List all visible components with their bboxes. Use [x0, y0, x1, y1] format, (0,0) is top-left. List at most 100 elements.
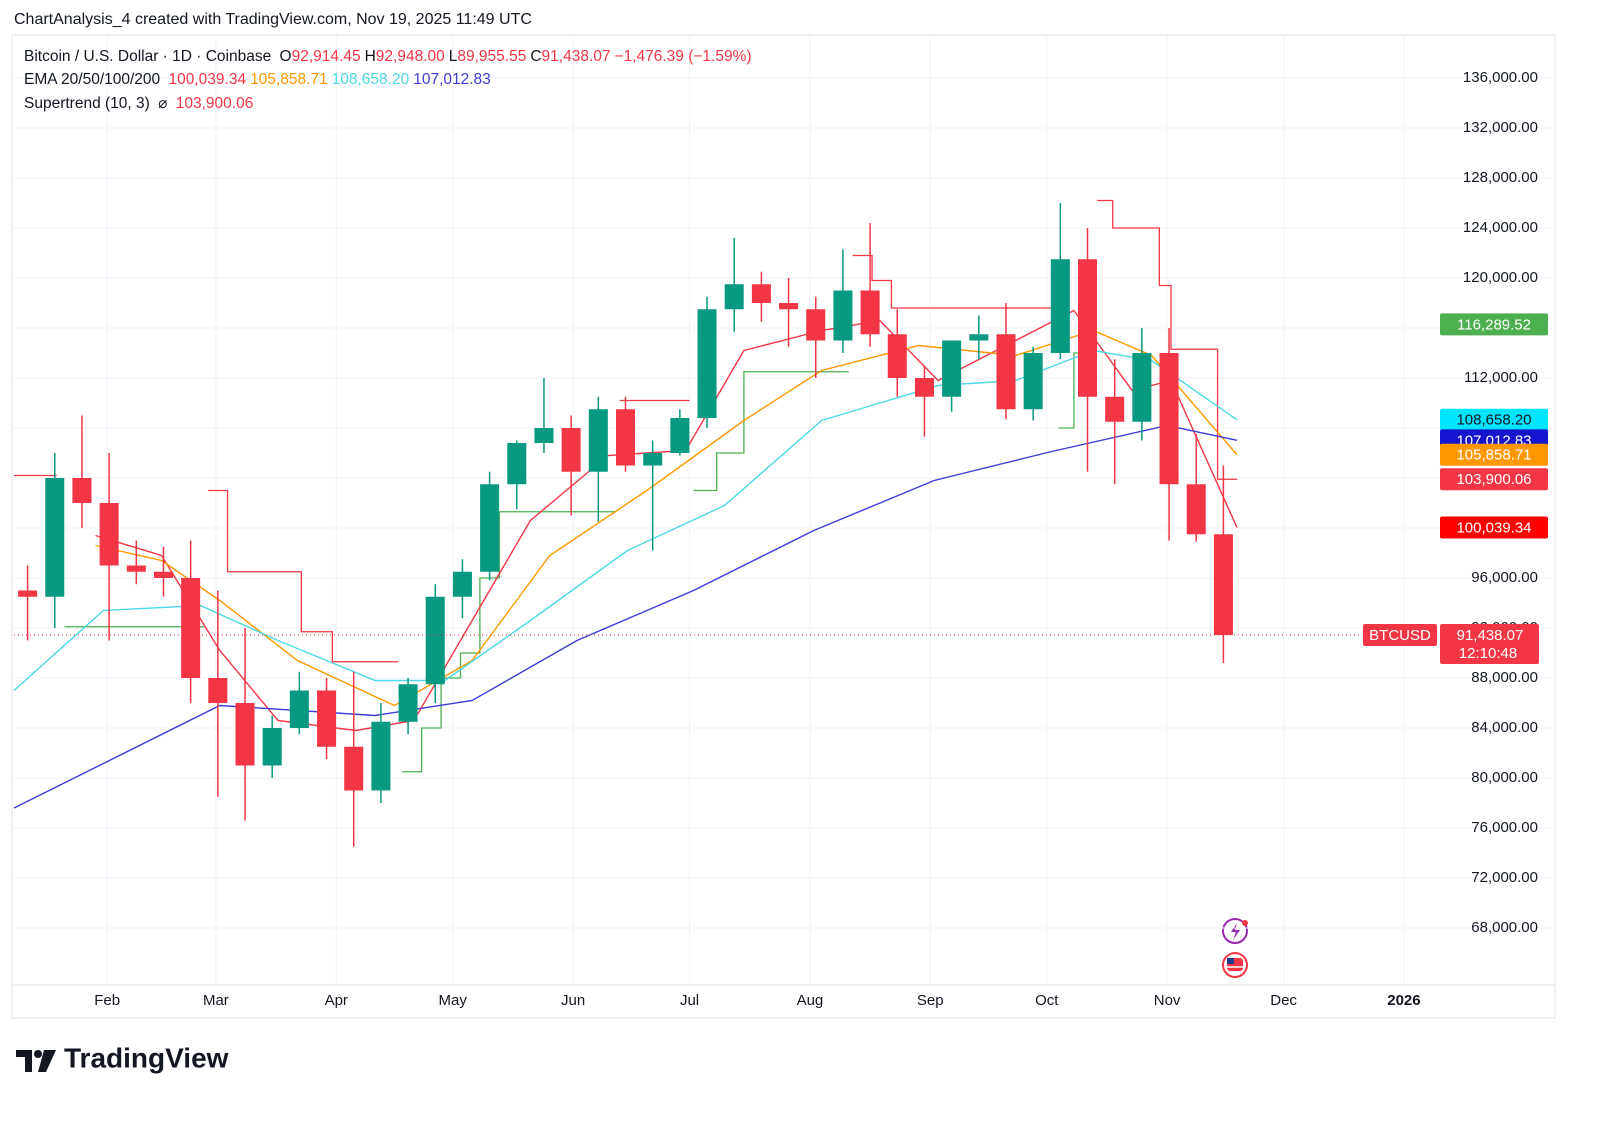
candle-body	[806, 309, 826, 341]
candle-body	[1078, 259, 1098, 397]
attribution: ChartAnalysis_4 created with TradingView…	[14, 11, 532, 28]
candle-body	[588, 409, 608, 472]
supertrend-line	[402, 511, 616, 773]
candle-body	[942, 340, 962, 397]
candle-body	[1213, 534, 1233, 636]
y-tick-label: 76,000.00	[1471, 819, 1538, 836]
ema-line	[95, 329, 1238, 707]
chart-frame	[11, 34, 1556, 1019]
y-tick-label: 120,000.00	[1463, 269, 1538, 286]
last-price-box	[1440, 624, 1539, 665]
y-tick-label: 136,000.00	[1463, 69, 1538, 86]
candle-body	[860, 290, 880, 335]
brand-name: TradingView	[64, 1042, 229, 1073]
candle-body	[833, 290, 853, 341]
price-label: 100,039.34	[1456, 519, 1531, 536]
x-tick-label: Mar	[203, 992, 229, 1009]
supertrend-symbol: ⌀	[158, 95, 168, 112]
price-label: 108,658.20	[1456, 412, 1531, 429]
supertrend-line	[208, 489, 399, 663]
candle-body	[452, 571, 472, 597]
candle-body	[72, 478, 92, 503]
candle-body	[480, 484, 500, 572]
supertrend-line	[852, 254, 1055, 309]
candle-body	[779, 303, 799, 310]
y-tick-label: 124,000.00	[1463, 219, 1538, 236]
x-tick-label: 2026	[1387, 992, 1420, 1009]
supertrend-line	[1097, 199, 1238, 480]
candle-body	[289, 690, 309, 728]
symbol-box	[1363, 624, 1437, 647]
candle-body	[1023, 353, 1043, 410]
candle-body	[126, 565, 146, 572]
candle-body	[344, 746, 364, 791]
candle-body	[45, 478, 65, 597]
ohlc-key: L	[448, 48, 458, 65]
candle-body	[914, 378, 934, 397]
candle-body	[99, 503, 119, 566]
y-tick-label: 72,000.00	[1471, 869, 1538, 886]
candle-body	[1159, 353, 1179, 485]
candle-body	[724, 284, 744, 310]
candle-body	[887, 334, 907, 378]
price-label: 105,858.71	[1456, 447, 1531, 464]
supertrend-value: 103,900.06	[175, 95, 254, 112]
candle-body	[235, 703, 255, 766]
ema-name: EMA 20/50/100/200	[24, 71, 161, 88]
candle-body	[534, 428, 554, 443]
candle-body	[615, 409, 636, 466]
supertrend-line	[693, 371, 849, 492]
x-tick-label: May	[439, 992, 468, 1009]
y-tick-label: 88,000.00	[1471, 669, 1538, 686]
ohlc-value: 91,438.07	[541, 48, 611, 65]
supertrend-name: Supertrend (10, 3)	[24, 95, 150, 112]
candle-body	[398, 684, 418, 722]
y-tick-label: 84,000.00	[1471, 719, 1538, 736]
x-tick-label: Sep	[917, 992, 944, 1009]
price-label-box	[1440, 408, 1548, 431]
price-label-box	[1440, 516, 1548, 539]
last-price-label: 91,438.07	[1457, 627, 1524, 644]
price-label-box	[1440, 468, 1548, 491]
candle-body	[697, 309, 717, 418]
candle-body	[317, 690, 337, 747]
brand-logo	[16, 1050, 56, 1072]
candle-body	[670, 418, 690, 453]
candle-body	[208, 678, 228, 703]
symbol-legend: Bitcoin / U.S. Dollar · 1D · Coinbase O 9…	[24, 48, 756, 66]
x-tick-label: Jul	[680, 992, 699, 1009]
symbol-name: Bitcoin / U.S. Dollar · 1D · Coinbase	[24, 48, 272, 65]
y-tick-label: 112,000.00	[1464, 369, 1538, 386]
ema-line	[13, 349, 1238, 692]
candle-body	[969, 334, 989, 341]
change: −1,476.39 (−1.59%)	[614, 48, 752, 65]
x-tick-label: Aug	[797, 992, 824, 1009]
x-tick-label: Dec	[1270, 992, 1297, 1009]
candle-body	[561, 428, 581, 472]
grid	[12, 35, 1555, 985]
ema-value: 108,658.20	[331, 71, 410, 88]
price-label: 116,289.52	[1457, 316, 1531, 333]
y-tick-label: 132,000.00	[1463, 119, 1538, 136]
candle-body	[1050, 259, 1070, 353]
ema-value: 107,012.83	[413, 71, 491, 88]
ohlc-value: 89,955.55	[457, 48, 527, 65]
y-tick-label: 128,000.00	[1463, 169, 1538, 186]
y-tick-label: 96,000.00	[1471, 569, 1538, 586]
candle-body	[425, 596, 445, 685]
event-icons	[1222, 918, 1248, 978]
x-tick-label: Nov	[1154, 992, 1181, 1009]
ohlc-value: 92,948.00	[375, 48, 445, 65]
price-label-box	[1440, 313, 1548, 336]
x-tick-label: Feb	[94, 992, 120, 1009]
ohlc-key: O	[279, 48, 292, 65]
ohlc-key: H	[364, 48, 376, 65]
candle-body	[751, 284, 771, 303]
candle-body	[1186, 484, 1206, 535]
ema-value: 100,039.34	[168, 71, 247, 88]
candle-body	[262, 728, 282, 766]
ema-legend: EMA 20/50/100/200 100,039.34 105,858.71 10…	[24, 71, 495, 89]
y-tick-label: 80,000.00	[1471, 769, 1538, 786]
